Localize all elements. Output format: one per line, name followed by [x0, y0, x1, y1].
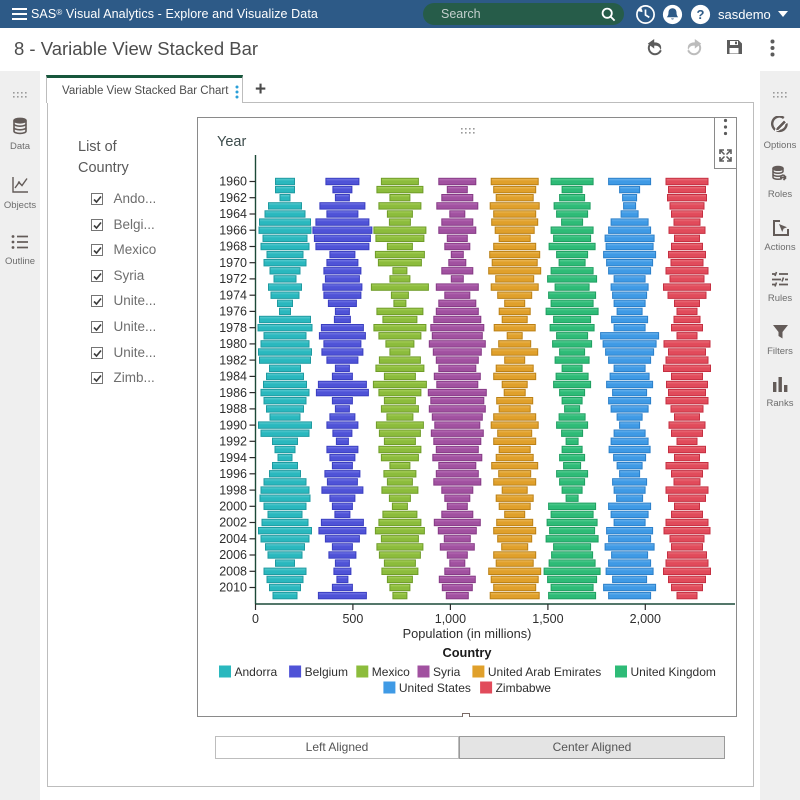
svg-text:1982: 1982 — [219, 353, 247, 367]
svg-text:1962: 1962 — [219, 191, 247, 205]
svg-text:1968: 1968 — [219, 240, 247, 254]
svg-text:1966: 1966 — [219, 223, 247, 237]
svg-text:2010: 2010 — [219, 581, 247, 595]
svg-text:United Arab Emirates: United Arab Emirates — [488, 665, 601, 679]
svg-text:Syria: Syria — [433, 665, 461, 679]
svg-text:1984: 1984 — [219, 370, 247, 384]
svg-text:United States: United States — [399, 681, 471, 695]
svg-text:2004: 2004 — [219, 532, 247, 546]
svg-text:1986: 1986 — [219, 386, 247, 400]
svg-text:2000: 2000 — [219, 500, 247, 514]
svg-text:1980: 1980 — [219, 337, 247, 351]
svg-text:2008: 2008 — [219, 565, 247, 579]
svg-text:Mexico: Mexico — [372, 665, 410, 679]
svg-text:1992: 1992 — [219, 435, 247, 449]
svg-text:Population (in millions): Population (in millions) — [403, 626, 532, 641]
svg-text:?: ? — [697, 7, 705, 22]
svg-text:2006: 2006 — [219, 548, 247, 562]
svg-text:1976: 1976 — [219, 305, 247, 319]
svg-text:Zimbabwe: Zimbabwe — [496, 681, 552, 695]
svg-text:1964: 1964 — [219, 207, 247, 221]
svg-text:Belgium: Belgium — [305, 665, 348, 679]
svg-text:Andorra: Andorra — [235, 665, 278, 679]
svg-text:1960: 1960 — [219, 175, 247, 189]
svg-text:1974: 1974 — [219, 288, 247, 302]
svg-text:0: 0 — [252, 612, 259, 626]
svg-text:1990: 1990 — [219, 418, 247, 432]
svg-text:2002: 2002 — [219, 516, 247, 530]
svg-text:500: 500 — [342, 612, 363, 626]
svg-text:1996: 1996 — [219, 467, 247, 481]
svg-text:1,500: 1,500 — [532, 612, 563, 626]
svg-text:2,000: 2,000 — [630, 612, 661, 626]
svg-text:1998: 1998 — [219, 483, 247, 497]
svg-text:1972: 1972 — [219, 272, 247, 286]
svg-text:1970: 1970 — [219, 256, 247, 270]
svg-text:1994: 1994 — [219, 451, 247, 465]
svg-text:United Kingdom: United Kingdom — [631, 665, 716, 679]
svg-text:1988: 1988 — [219, 402, 247, 416]
svg-text:1,000: 1,000 — [435, 612, 466, 626]
svg-text:Country: Country — [442, 645, 492, 660]
svg-text:1978: 1978 — [219, 321, 247, 335]
